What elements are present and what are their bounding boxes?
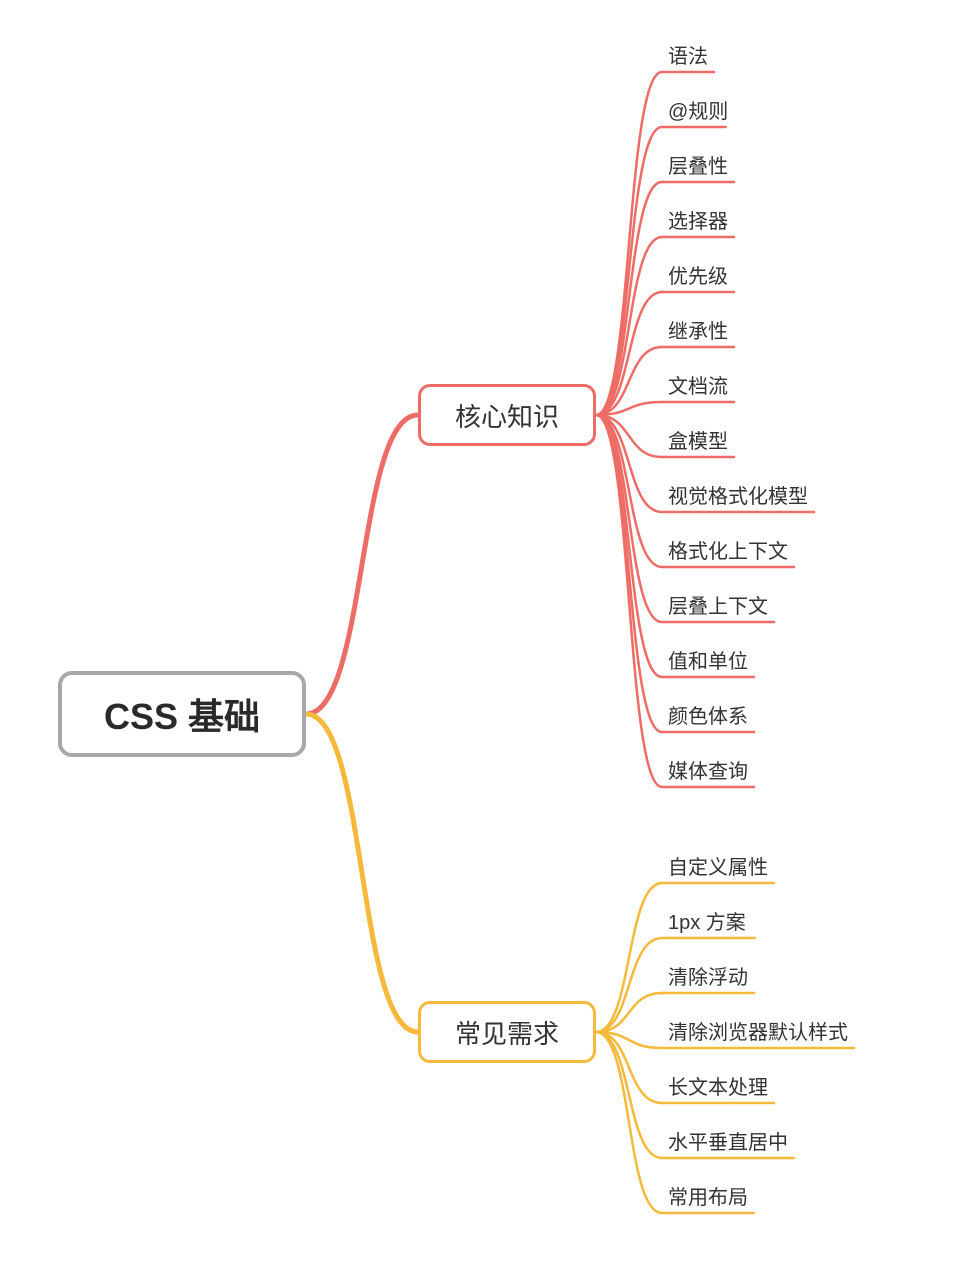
leaf-needs-5: 水平垂直居中 [662, 1126, 794, 1158]
leaf-label: 常用布局 [668, 1181, 748, 1210]
leaf-label: 层叠性 [668, 150, 728, 179]
leaf-core-2: 层叠性 [662, 150, 734, 182]
leaf-label: 清除浮动 [668, 961, 748, 990]
leaf-needs-0: 自定义属性 [662, 851, 774, 883]
leaf-needs-3: 清除浏览器默认样式 [662, 1016, 854, 1048]
leaf-core-4: 优先级 [662, 260, 734, 292]
mindmap-canvas: CSS 基础 核心知识 语法 @规则层叠性选择器优先级继承性文档流盒模型视觉格式化模型… [0, 0, 976, 1278]
leaf-label: 媒体查询 [668, 755, 748, 784]
leaf-core-7: 盒模型 [662, 425, 734, 457]
leaf-label: 视觉格式化模型 [668, 480, 808, 509]
leaf-needs-2: 清除浮动 [662, 961, 754, 993]
leaf-label: 格式化上下文 [668, 535, 788, 564]
branch-needs: 常见需求 [418, 1001, 596, 1063]
root-node: CSS 基础 [58, 671, 306, 757]
leaf-label: @规则 [668, 95, 728, 124]
leaf-label: 清除浏览器默认样式 [668, 1016, 848, 1045]
leaf-label: 值和单位 [668, 645, 748, 674]
leaf-core-1: @规则 [662, 95, 726, 127]
leaf-core-13: 媒体查询 [662, 755, 754, 787]
branch-label: 常见需求 [455, 1014, 559, 1051]
leaf-needs-6: 常用布局 [662, 1181, 754, 1213]
leaf-label: 选择器 [668, 205, 728, 234]
leaf-core-12: 颜色体系 [662, 700, 754, 732]
leaf-core-10: 层叠上下文 [662, 590, 774, 622]
leaf-core-8: 视觉格式化模型 [662, 480, 814, 512]
leaf-core-9: 格式化上下文 [662, 535, 794, 567]
leaf-label: 盒模型 [668, 425, 728, 454]
leaf-label: 1px 方案 [668, 906, 746, 935]
leaf-label: 水平垂直居中 [668, 1126, 788, 1155]
leaf-label: 继承性 [668, 315, 728, 344]
connector-layer [0, 0, 976, 1278]
leaf-core-0: 语法 [662, 40, 714, 72]
leaf-label: 语法 [668, 40, 708, 69]
leaf-core-5: 继承性 [662, 315, 734, 347]
root-label: CSS 基础 [104, 688, 260, 740]
branch-core: 核心知识 [418, 384, 596, 446]
leaf-label: 自定义属性 [668, 851, 768, 880]
leaf-core-6: 文档流 [662, 370, 734, 402]
leaf-core-3: 选择器 [662, 205, 734, 237]
leaf-label: 优先级 [668, 260, 728, 289]
leaf-label: 层叠上下文 [668, 590, 768, 619]
leaf-core-11: 值和单位 [662, 645, 754, 677]
leaf-label: 长文本处理 [668, 1071, 768, 1100]
branch-label: 核心知识 [455, 397, 559, 434]
leaf-label: 颜色体系 [668, 700, 748, 729]
leaf-needs-1: 1px 方案 [662, 906, 755, 938]
leaf-label: 文档流 [668, 370, 728, 399]
leaf-needs-4: 长文本处理 [662, 1071, 774, 1103]
